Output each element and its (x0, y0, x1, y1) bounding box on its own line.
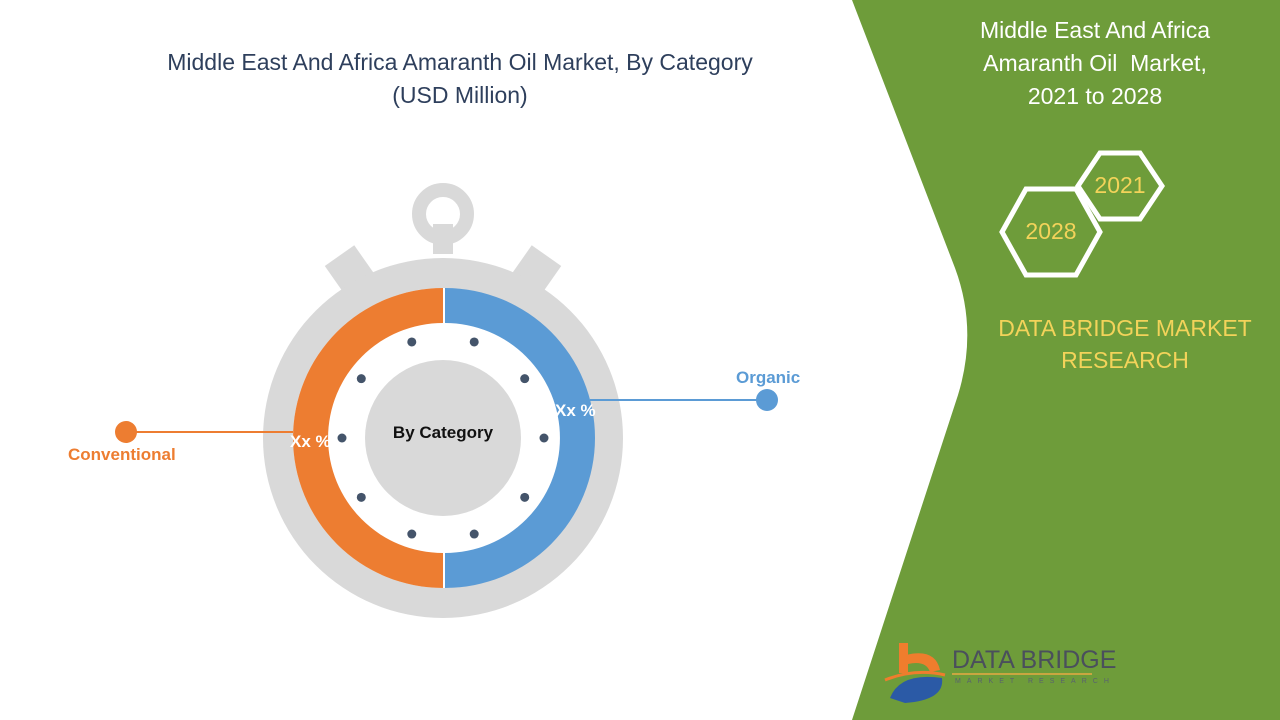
brand-line1: DATA BRIDGE MARKET (998, 315, 1252, 341)
label-organic: Organic (736, 368, 801, 387)
tick-dot (407, 337, 417, 347)
year-2028-label: 2028 (1025, 218, 1077, 244)
side-panel-background (852, 0, 1280, 720)
tick-dot (520, 492, 530, 502)
marker-organic (756, 389, 778, 411)
hexagon-2021 (1074, 150, 1166, 222)
side-panel-title: Middle East And Africa Amaranth Oil Mark… (900, 14, 1280, 113)
data-bridge-logo-icon (884, 643, 1092, 703)
segment-organic[interactable] (445, 288, 595, 588)
brand-text: DATA BRIDGE MARKET RESEARCH (960, 312, 1280, 376)
tick-dot (337, 433, 347, 443)
conventional-percent: Xx % (290, 432, 331, 451)
marker-conventional (115, 421, 137, 443)
logo-name: DATA BRIDGE (952, 646, 1117, 674)
logo-subtitle: MARKET RESEARCH (955, 678, 1115, 685)
year-2021-label: 2021 (1094, 172, 1146, 198)
side-title-line2: Amaranth Oil Market, (983, 50, 1207, 76)
label-conventional: Conventional (68, 445, 176, 464)
brand-line2: RESEARCH (1061, 347, 1189, 373)
tick-dot (520, 374, 530, 384)
tick-dot (356, 374, 366, 384)
segment-conventional[interactable] (293, 288, 443, 588)
tick-dot (469, 529, 479, 539)
side-title-line1: Middle East And Africa (979, 17, 1211, 43)
chart-title: Middle East And Africa Amaranth Oil Mark… (120, 46, 800, 112)
tick-dot (469, 337, 479, 347)
side-title-line3: 2021 to 2028 (1027, 83, 1163, 109)
organic-percent: Xx % (555, 401, 596, 420)
tick-dot (356, 492, 366, 502)
hexagon-2028 (999, 186, 1103, 278)
chart-title-line1: Middle East And Africa Amaranth Oil Mark… (167, 49, 753, 75)
tick-dots (337, 337, 549, 539)
tick-dot (407, 529, 417, 539)
chart-title-line2: (USD Million) (392, 82, 528, 108)
center-label: By Category (392, 423, 494, 442)
center-disc (365, 360, 521, 516)
tick-dot (539, 433, 549, 443)
